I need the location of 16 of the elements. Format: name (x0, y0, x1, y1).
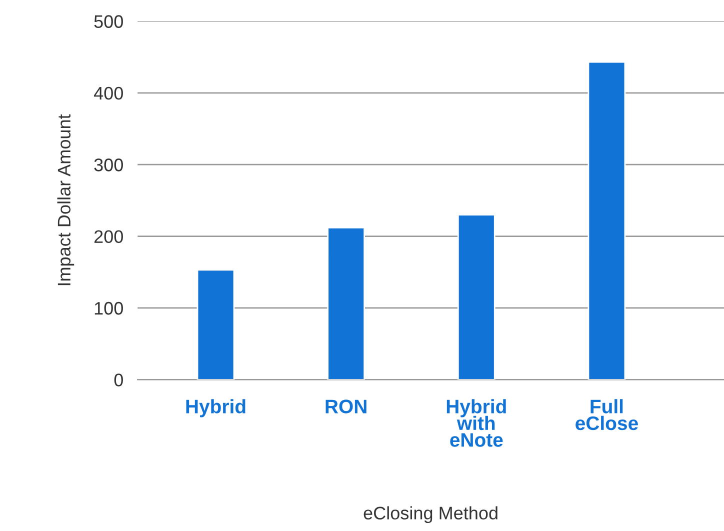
bar (196, 269, 235, 380)
x-tick-label: Full eClose (576, 399, 638, 430)
y-axis-title: Impact Dollar Amount (57, 114, 74, 286)
x-axis-title: eClosing Method (364, 506, 498, 524)
x-tick-label: Hybrid with eNote (446, 399, 506, 447)
bar (457, 214, 496, 380)
x-tick-label: Hybrid (186, 399, 246, 418)
y-tick-label: 100 (94, 302, 123, 315)
y-tick-label: 500 (94, 15, 123, 28)
bar (588, 61, 626, 380)
y-tick-label: 200 (94, 230, 123, 244)
y-tick-label: 300 (94, 158, 123, 172)
bar (327, 227, 366, 380)
y-tick-label: 0 (114, 374, 123, 386)
x-tick-label: RON (326, 400, 366, 414)
y-tick-label: 400 (94, 86, 123, 100)
